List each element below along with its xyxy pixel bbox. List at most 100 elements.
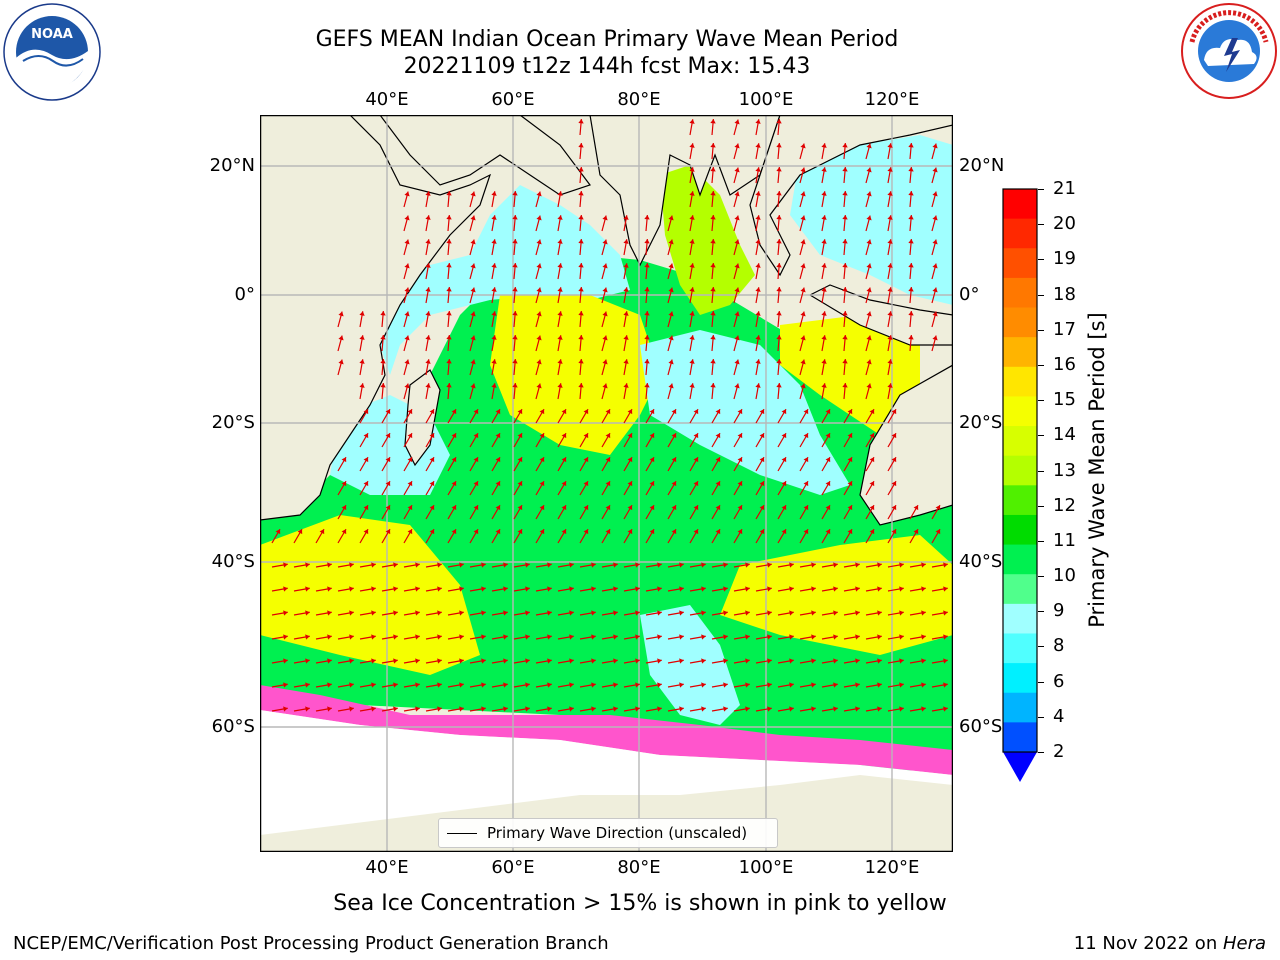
colorbar-tick-label: 16	[1053, 353, 1076, 375]
colorbar-label: Primary Wave Mean Period [s]	[1085, 312, 1109, 628]
colorbar-tick-label: 9	[1053, 600, 1065, 622]
colorbar-block	[1003, 663, 1037, 694]
colorbar-tick-label: 14	[1053, 424, 1076, 446]
legend-label: Primary Wave Direction (unscaled)	[487, 824, 748, 842]
ocean-south-yellow-west	[260, 515, 480, 675]
colorbar-tick-mark	[1038, 400, 1044, 402]
colorbar-tick-mark	[1038, 505, 1044, 507]
colorbar-block	[1003, 426, 1037, 457]
map-border	[260, 115, 953, 852]
colorbar-tick-mark	[1038, 329, 1044, 331]
ocean-south-yellow-east	[720, 535, 953, 655]
legend-line-swatch	[447, 832, 477, 834]
sea-ice-note: Sea Ice Concentration > 15% is shown in …	[333, 891, 947, 916]
lat-tick-left-20s: 20°S	[211, 412, 255, 433]
lat-tick-left-20n: 20°N	[209, 155, 255, 176]
chart-title: GEFS MEAN Indian Ocean Primary Wave Mean…	[315, 27, 899, 52]
colorbar-tick-mark	[1038, 611, 1044, 613]
noaa-logo-icon: NOAA	[3, 3, 101, 101]
colorbar-tick-label: 21	[1053, 178, 1076, 199]
land-arabia	[379, 115, 591, 196]
colorbar-block	[1003, 248, 1037, 279]
antarctica-coast	[260, 775, 953, 852]
lat-tick-right-40s: 40°S	[959, 551, 1003, 572]
colorbar-block	[1003, 277, 1037, 309]
lon-tick-top-60e: 60°E	[491, 89, 535, 110]
lon-tick-top-80e: 80°E	[617, 89, 661, 110]
colorbar-tick-mark	[1038, 576, 1044, 578]
colorbar-tick-mark	[1038, 294, 1044, 296]
sea-ice-pink-band	[260, 685, 953, 775]
colorbar-tick-mark	[1038, 224, 1044, 226]
footer-date: 11 Nov 2022 on Hera	[1074, 933, 1266, 954]
map-plot-area	[260, 115, 953, 852]
colorbar-tick-label: 18	[1053, 283, 1076, 305]
colorbar-tick-label: 4	[1053, 705, 1065, 727]
lon-tick-top-120e: 120°E	[864, 89, 920, 110]
lon-tick-top-100e: 100°E	[738, 89, 794, 110]
colorbar-tick-mark	[1038, 752, 1044, 753]
colorbar-tick-label: 20	[1053, 213, 1076, 235]
ocean-east-yellow	[780, 315, 920, 435]
colorbar-tick-label: 15	[1053, 389, 1076, 411]
colorbar-tick-mark	[1038, 646, 1044, 648]
colorbar-block	[1003, 396, 1037, 427]
colorbar-block	[1003, 544, 1037, 575]
land-india	[589, 115, 781, 267]
ocean-central-yellow	[490, 295, 660, 455]
colorbar-tick-label: 13	[1053, 459, 1076, 481]
colorbar-tick-label: 8	[1053, 635, 1065, 657]
colorbar-block	[1003, 633, 1037, 664]
colorbar-block	[1003, 307, 1037, 338]
colorbar-tick-label: 12	[1053, 494, 1076, 516]
colorbar-tick-label: 11	[1053, 529, 1076, 551]
colorbar-block	[1003, 514, 1037, 546]
colorbar	[1002, 188, 1038, 782]
lon-tick-bottom-100e: 100°E	[738, 857, 794, 878]
lon-tick-bottom-120e: 120°E	[864, 857, 920, 878]
ocean-central-cyan	[640, 330, 850, 495]
footer-date-text: 11 Nov 2022 on	[1073, 933, 1223, 954]
lon-tick-bottom-80e: 80°E	[617, 857, 661, 878]
colorbar-extend-triangle	[1003, 752, 1037, 782]
lat-tick-right-0: 0°	[959, 284, 980, 305]
footer-branch: NCEP/EMC/Verification Post Processing Pr…	[13, 933, 609, 954]
colorbar-tick-label: 17	[1053, 318, 1076, 340]
colorbar-block	[1003, 218, 1037, 249]
colorbar-tick-label: 10	[1053, 565, 1076, 587]
colorbar-block	[1003, 455, 1037, 486]
lat-tick-left-0: 0°	[234, 284, 255, 305]
legend: Primary Wave Direction (unscaled)	[438, 818, 778, 848]
lon-tick-bottom-40e: 40°E	[365, 857, 409, 878]
noaa-logo-text: NOAA	[31, 27, 73, 42]
lon-tick-top-40e: 40°E	[365, 89, 409, 110]
colorbar-tick-mark	[1038, 716, 1044, 718]
ocean-arabian-sea	[380, 185, 630, 375]
colorbar-block	[1003, 189, 1037, 220]
colorbar-tick-mark	[1038, 364, 1044, 366]
colorbar-block	[1003, 603, 1037, 634]
land-africa	[260, 115, 492, 521]
colorbar-block	[1003, 337, 1037, 368]
colorbar-tick-mark	[1038, 259, 1044, 261]
colorbar-tick-mark	[1038, 435, 1044, 437]
lat-tick-right-60s: 60°S	[959, 716, 1003, 737]
footer-host: Hera	[1222, 933, 1266, 954]
land-australia	[859, 364, 953, 526]
colorbar-tick-label: 2	[1053, 741, 1065, 762]
colorbar-block	[1003, 722, 1037, 753]
wave-direction-arrows	[271, 119, 948, 712]
colorbar-tick-mark	[1038, 540, 1044, 542]
colorbar-tick-mark	[1038, 189, 1044, 190]
lat-tick-right-20n: 20°N	[959, 155, 1005, 176]
colorbar-block	[1003, 692, 1037, 723]
chart-subtitle-forecast: 20221109 t12z 144h fcst Max: 15.43	[403, 54, 811, 79]
nws-logo-icon	[1181, 3, 1277, 99]
land-madagascar	[404, 369, 441, 467]
colorbar-tick-label: 19	[1053, 248, 1076, 270]
colorbar-tick-mark	[1038, 470, 1044, 472]
lat-tick-left-40s: 40°S	[211, 551, 255, 572]
colorbar-tick-label: 6	[1053, 670, 1065, 692]
ocean-south-cyan	[640, 605, 740, 725]
ocean-bay-of-bengal	[660, 165, 755, 315]
